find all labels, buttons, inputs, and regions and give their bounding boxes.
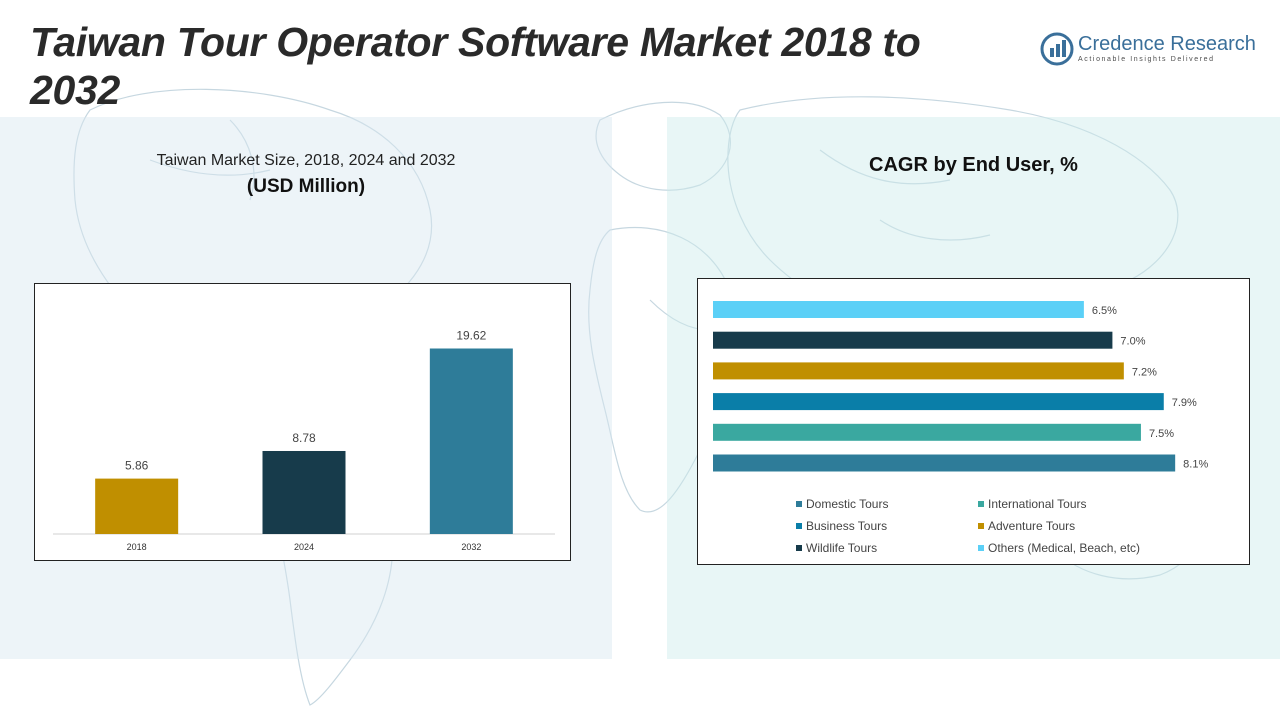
legend-item: Domestic Tours <box>796 496 978 512</box>
cagr-title: CAGR by End User, % <box>869 154 1078 176</box>
bar-2032 <box>429 348 513 534</box>
legend-label: Business Tours <box>806 519 888 533</box>
hbar-wildlife-tours <box>713 331 1113 349</box>
hbar-international-tours <box>713 423 1141 441</box>
legend-label: International Tours <box>988 497 1087 511</box>
legend-swatch <box>796 523 802 529</box>
x-tick-label: 2024 <box>294 542 314 552</box>
cagr-chart: 6.5% 7.0% 7.2% 7.9% 7.5% 8.1% <box>697 278 1250 565</box>
hbar-value-label: 7.5% <box>1149 428 1174 440</box>
hbar-adventure-tours <box>713 362 1124 380</box>
bar-value-label: 8.78 <box>292 431 316 445</box>
market-size-unit: (USD Million) <box>246 176 366 197</box>
legend-swatch <box>796 501 802 507</box>
hbar-value-label: 8.1% <box>1183 459 1208 471</box>
market-size-subtitle: Taiwan Market Size, 2018, 2024 and 2032 <box>156 152 456 169</box>
market-size-chart-svg: 5.86 2018 8.78 2024 19.62 2032 <box>53 329 555 552</box>
legend-item: International Tours <box>978 496 1216 512</box>
credence-logo-icon <box>1040 32 1074 66</box>
bar-value-label: 5.86 <box>125 459 149 473</box>
legend-swatch <box>796 545 802 551</box>
hbar-others-medical-beach-etc- <box>713 301 1084 318</box>
legend-label: Wildlife Tours <box>806 541 878 555</box>
legend-swatch <box>978 523 984 529</box>
hbar-value-label: 7.9% <box>1172 397 1197 409</box>
logo-tagline: Actionable Insights Delivered <box>1078 56 1215 63</box>
market-size-chart: 5.86 2018 8.78 2024 19.62 2032 <box>34 283 571 561</box>
legend-label: Domestic Tours <box>806 497 889 511</box>
legend-swatch <box>978 501 984 507</box>
legend-item: Others (Medical, Beach, etc) <box>978 540 1216 556</box>
legend-item: Wildlife Tours <box>796 540 978 556</box>
legend-label: Others (Medical, Beach, etc) <box>988 541 1141 555</box>
legend-label: Adventure Tours <box>988 519 1076 533</box>
legend-item: Adventure Tours <box>978 518 1216 534</box>
logo-name: Credence Research <box>1078 33 1256 55</box>
hbar-value-label: 7.0% <box>1120 336 1145 348</box>
bar-2018 <box>95 478 179 534</box>
bar-2024 <box>262 450 346 534</box>
hbar-value-label: 6.5% <box>1092 305 1117 317</box>
x-tick-label: 2018 <box>127 542 147 552</box>
hbar-business-tours <box>713 393 1164 411</box>
legend-item: Business Tours <box>796 518 978 534</box>
bar-value-label: 19.62 <box>456 329 486 343</box>
hbar-value-label: 7.2% <box>1132 366 1157 378</box>
page-title: Taiwan Tour Operator Software Market 201… <box>30 19 921 113</box>
cagr-chart-svg: 6.5% 7.0% 7.2% 7.9% 7.5% 8.1% <box>713 301 1208 472</box>
hbar-domestic-tours <box>713 454 1176 472</box>
x-tick-label: 2032 <box>461 542 481 552</box>
legend-swatch <box>978 545 984 551</box>
logo: Credence Research Actionable Insights De… <box>1040 30 1260 70</box>
cagr-legend: Domestic Tours International Tours Busines… <box>796 496 1216 556</box>
